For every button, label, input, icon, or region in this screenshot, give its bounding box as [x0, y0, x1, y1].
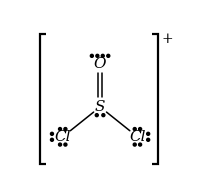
- Circle shape: [96, 54, 99, 57]
- Circle shape: [133, 143, 136, 146]
- Circle shape: [59, 143, 62, 146]
- Text: +: +: [162, 32, 173, 46]
- Circle shape: [64, 127, 67, 131]
- Circle shape: [64, 143, 67, 146]
- Text: Cl: Cl: [129, 130, 146, 144]
- Circle shape: [50, 132, 53, 135]
- Circle shape: [59, 127, 62, 131]
- Circle shape: [139, 143, 142, 146]
- Circle shape: [107, 54, 110, 57]
- Circle shape: [95, 114, 98, 117]
- Text: O: O: [94, 57, 106, 71]
- Circle shape: [101, 54, 104, 57]
- Text: Cl: Cl: [54, 130, 71, 144]
- Circle shape: [147, 132, 150, 135]
- Circle shape: [50, 138, 53, 141]
- Circle shape: [133, 127, 136, 131]
- Circle shape: [139, 127, 142, 131]
- Text: S: S: [95, 100, 105, 114]
- Circle shape: [102, 114, 105, 117]
- Circle shape: [147, 138, 150, 141]
- Circle shape: [90, 54, 93, 57]
